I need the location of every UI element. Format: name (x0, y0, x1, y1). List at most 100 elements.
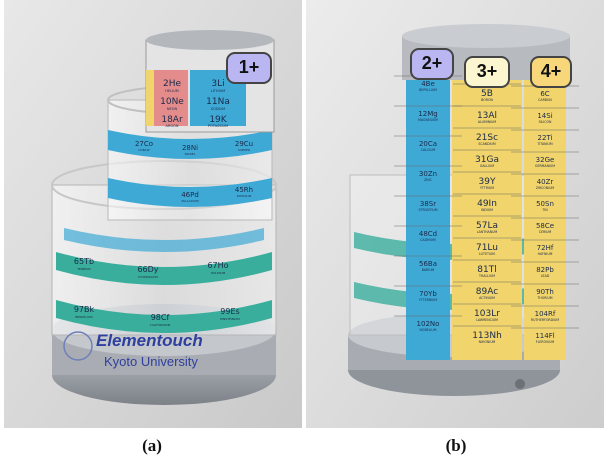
photo-panel-a: 2He HELIUM 3Li LITHIUM 10Ne NEON 11Na SO… (4, 0, 302, 428)
cell-symbol: 57La (476, 221, 498, 231)
cell-name: YTTRIUM (480, 186, 494, 190)
cell-symbol: 81Tl (477, 265, 496, 275)
cell-name: ZIRCONIUM (536, 186, 555, 190)
cell-symbol: 103Lr (474, 309, 500, 319)
cell-name: HELIUM (165, 89, 178, 93)
cell-symbol: 56Ba (419, 260, 437, 268)
caption-a: (a) (142, 436, 162, 455)
cell-symbol: 45Rh (235, 186, 253, 194)
column-3plus (452, 80, 522, 360)
cell-symbol: 10Ne (160, 97, 184, 107)
cell-name: NICKEL (185, 152, 196, 156)
cell-symbol: 19K (209, 115, 227, 125)
cell-name: FLEROVIUM (536, 340, 555, 344)
cell-symbol: 49In (477, 199, 497, 209)
logo-subtitle: Kyoto University (104, 354, 198, 369)
cell-symbol: 6C (540, 90, 549, 98)
cell-symbol: 65Tb (74, 257, 94, 266)
cell-name: TITANIUM (536, 142, 552, 146)
cell-symbol: 46Pd (181, 191, 199, 199)
cell-symbol: 70Yb (419, 290, 437, 298)
cell-symbol: 114Fl (535, 332, 554, 340)
cell-name: CERIUM (539, 230, 552, 234)
cell-symbol: 20Ca (419, 140, 437, 148)
cell-name: SODIUM (211, 107, 225, 111)
cell-symbol: 58Ce (536, 222, 554, 230)
cell-name: POTASSIUM (208, 124, 228, 128)
cell-symbol: 32Ge (536, 156, 555, 164)
cell-symbol: 22Ti (538, 134, 553, 142)
charge-badge-3plus: 3+ (464, 56, 510, 88)
cell-symbol: 39Y (479, 177, 496, 187)
cell-name: ARGON (166, 124, 179, 128)
cell-name: BORON (481, 98, 493, 102)
cell-symbol: 3Li (211, 79, 224, 89)
cell-name: CARBON (538, 98, 552, 102)
cell-name: ZINC (424, 178, 433, 182)
cell-symbol: 72Hf (537, 244, 554, 252)
cell-symbol: 30Zn (419, 170, 437, 178)
charge-badge-2plus: 2+ (410, 48, 454, 80)
cell-symbol: 28Ni (182, 144, 198, 152)
cell-name: HAFNIUM (538, 252, 553, 256)
cell-symbol: 4Be (421, 80, 435, 88)
cell-name: LAWRENCIUM (476, 318, 498, 322)
cell-name: SCANDIUM (478, 142, 496, 146)
cell-symbol: 97Bk (74, 305, 95, 314)
column-2plus (406, 80, 450, 360)
caption-b: (b) (445, 436, 467, 455)
cell-name: COPPER (238, 148, 250, 152)
cell-name: BERYLLIUM (419, 88, 437, 92)
photo-panel-b: 4Be BERYLLIUM 12Mg MAGNESIUM 20Ca CALCIUM 30Zn… (306, 0, 604, 428)
cell-name: MAGNESIUM (418, 118, 438, 122)
cell-name: NEON (167, 107, 178, 111)
cell-name: SILICON (539, 120, 552, 124)
cell-symbol: 18Ar (161, 115, 183, 125)
cell-name: PALLADIUM (181, 199, 199, 203)
cell-name: CALIFORNIUM (150, 323, 171, 327)
charge-badge-4plus: 4+ (530, 56, 572, 88)
cell-name: BERKELIUM (75, 315, 93, 319)
cell-name: RHODIUM (237, 194, 252, 198)
cell-name: THALLIUM (478, 274, 495, 278)
cell-name: GERMANIUM (535, 164, 555, 168)
cell-symbol: 71Lu (476, 243, 498, 253)
cell-symbol: 89Ac (476, 287, 498, 297)
cell-name: COBALT (138, 148, 150, 152)
cell-symbol: 48Cd (419, 230, 437, 238)
cell-name: HOLMIUM (211, 271, 226, 275)
cell-name: LANTHANUM (477, 230, 498, 234)
cell-symbol: 11Na (206, 97, 230, 107)
cell-name: NIHONIUM (479, 340, 496, 344)
cell-name: TIN (541, 208, 548, 212)
cell-symbol: 12Mg (418, 110, 437, 118)
cell-symbol: 113Nh (472, 331, 502, 341)
screw-icon (515, 379, 525, 389)
cell-symbol: 14Si (537, 112, 552, 120)
cell-name: ACTINIUM (479, 296, 495, 300)
cell-symbol: 31Ga (475, 155, 499, 165)
cell-symbol: 13Al (477, 111, 497, 121)
cell-name: CADMIUM (420, 238, 436, 242)
cell-name: GALLIUM (480, 164, 494, 168)
cell-name: BARIUM (422, 268, 435, 272)
cell-name: STRONTIUM (418, 208, 437, 212)
cell-name: LEAD (541, 274, 550, 278)
cell-name: DYSPROSIUM (138, 275, 158, 279)
cell-symbol: 38Sr (420, 200, 436, 208)
cell-symbol: 50Sn (536, 200, 554, 208)
charge-badge-1plus: 1+ (226, 52, 272, 84)
cell-name: CALCIUM (421, 148, 436, 152)
cell-symbol: 66Dy (137, 265, 158, 274)
cell-name: LITHIUM (211, 89, 225, 93)
cell-name: EINSTEINIUM (220, 317, 240, 321)
cell-symbol: 82Pb (536, 266, 554, 274)
cell-symbol: 40Zr (537, 178, 554, 186)
cell-symbol: 90Th (536, 288, 554, 296)
logo-title: Elementouch (96, 331, 203, 350)
cell-symbol: 5B (481, 89, 493, 99)
cell-name: THORIUM (536, 296, 552, 300)
cell-symbol: 99Es (220, 307, 239, 316)
cell-name: TERBIUM (76, 267, 91, 271)
cell-symbol: 21Sc (476, 133, 498, 143)
